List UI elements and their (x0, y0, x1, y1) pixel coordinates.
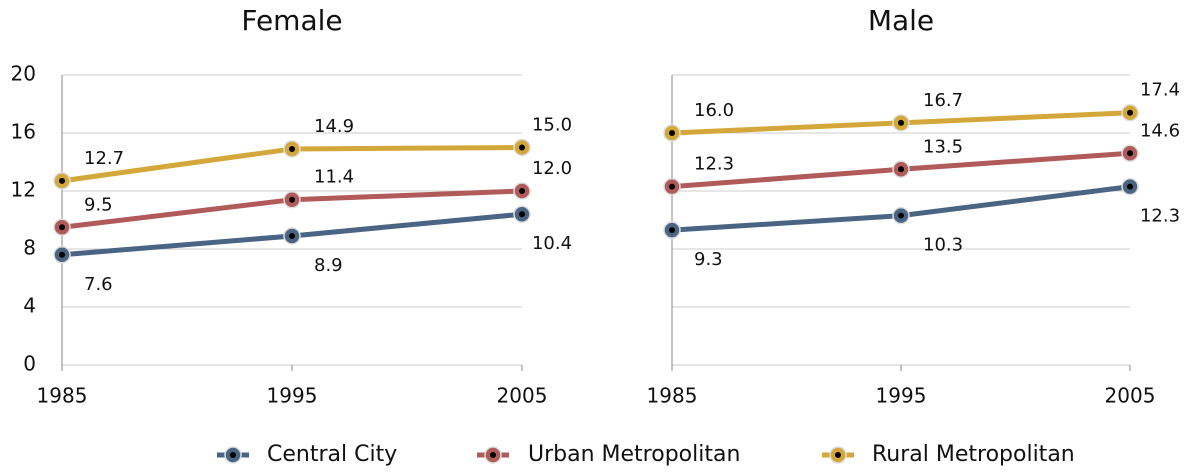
x-tick-label: 1995 (267, 384, 318, 408)
x-tick-label: 1985 (647, 384, 698, 408)
y-tick-label: 8 (23, 236, 36, 260)
x-tick-label: 2005 (1105, 384, 1156, 408)
value-label: 12.7 (84, 148, 124, 169)
y-tick-label: 20 (11, 62, 36, 86)
value-label: 12.3 (694, 154, 734, 175)
x-tick-label: 1985 (37, 384, 88, 408)
legend-label: Central City (267, 442, 397, 467)
value-label: 15.0 (532, 115, 572, 136)
data-point-center (669, 227, 675, 234)
data-point-center (289, 232, 295, 239)
data-point-center (1127, 109, 1133, 116)
data-point-center (898, 119, 904, 126)
data-point-center (519, 144, 525, 151)
value-label: 12.0 (532, 158, 572, 179)
legend-label: Urban Metropolitan (528, 442, 740, 467)
data-point-center (669, 183, 675, 190)
x-tick-label: 1995 (876, 384, 927, 408)
value-label: 14.9 (314, 116, 354, 137)
value-label: 8.9 (314, 255, 343, 276)
value-label: 16.7 (923, 90, 963, 111)
data-point-center (59, 177, 65, 184)
y-tick-label: 4 (23, 294, 36, 318)
value-label: 7.6 (84, 274, 113, 295)
data-point-center (519, 211, 525, 218)
y-tick-label: 0 (23, 352, 36, 376)
data-point-center (898, 212, 904, 219)
value-label: 12.3 (1140, 206, 1180, 227)
value-label: 10.3 (923, 235, 963, 256)
value-label: 9.3 (694, 249, 723, 270)
y-tick-label: 12 (11, 178, 36, 202)
data-point-center (519, 188, 525, 194)
legend-marker-center (835, 452, 841, 458)
legend-marker-center (230, 452, 236, 458)
value-label: 11.4 (314, 167, 354, 188)
x-tick-label: 2005 (497, 384, 548, 408)
data-point-center (289, 145, 295, 152)
chart-title: Male (868, 4, 934, 37)
data-point-center (59, 251, 65, 258)
value-label: 9.5 (84, 194, 113, 215)
chart-title: Female (241, 4, 342, 37)
data-point-center (59, 224, 65, 231)
value-label: 17.4 (1140, 80, 1180, 101)
data-point-center (1127, 183, 1133, 190)
data-point-center (898, 166, 904, 173)
value-label: 13.5 (923, 136, 963, 157)
value-label: 14.6 (1140, 120, 1180, 141)
value-label: 16.0 (694, 100, 734, 121)
legend-marker-center (490, 452, 496, 458)
y-tick-label: 16 (11, 120, 36, 144)
data-point-center (1127, 150, 1133, 157)
legend-label: Rural Metropolitan (872, 442, 1075, 467)
value-label: 10.4 (532, 233, 572, 254)
data-point-center (289, 196, 295, 203)
data-point-center (669, 130, 675, 136)
